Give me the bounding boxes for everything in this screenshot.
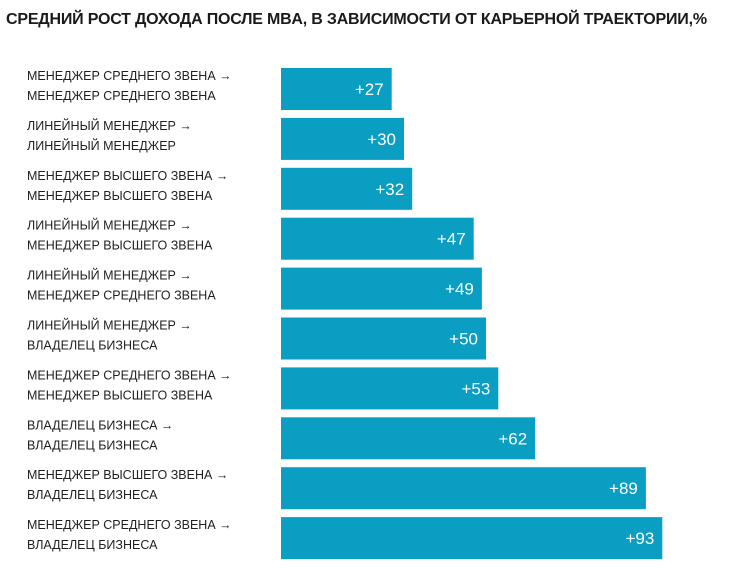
data-label-6: +50: [449, 330, 478, 349]
category-label-5-line-1: ЛИНЕЙНЫЙ МЕНЕДЖЕР →: [27, 268, 192, 283]
category-label-7-line-2: МЕНЕДЖЕР ВЫСШЕГО ЗВЕНА: [27, 388, 213, 402]
bar-group-9: +89 МЕНЕДЖЕР ВЫСШЕГО ЗВЕНА → ВЛАДЕЛЕЦ БИЗН…: [27, 467, 646, 510]
bar-4: [281, 217, 474, 260]
category-label-4-line-1: ЛИНЕЙНЫЙ МЕНЕДЖЕР →: [27, 218, 192, 233]
bar-9: [281, 467, 646, 510]
category-label-9-line-2: ВЛАДЕЛЕЦ БИЗНЕСА: [27, 488, 158, 502]
bar-group-3: +32 МЕНЕДЖЕР ВЫСШЕГО ЗВЕНА → МЕНЕДЖЕР ВЫСШ…: [27, 167, 413, 210]
category-label-6-line-1: ЛИНЕЙНЫЙ МЕНЕДЖЕР →: [27, 318, 192, 333]
category-label-2-line-2: ЛИНЕЙНЫЙ МЕНЕДЖЕР: [27, 138, 176, 153]
bar-7: [281, 367, 499, 410]
category-label-4-line-2: МЕНЕДЖЕР ВЫСШЕГО ЗВЕНА: [27, 239, 213, 253]
data-label-7: +53: [461, 379, 490, 398]
data-label-3: +32: [375, 180, 404, 199]
data-label-2: +30: [367, 130, 396, 149]
bar-10: [281, 517, 663, 560]
category-label-7-line-1: МЕНЕДЖЕР СРЕДНЕГО ЗВЕНА →: [27, 368, 232, 382]
category-label-2-line-1: ЛИНЕЙНЫЙ МЕНЕДЖЕР →: [27, 118, 192, 133]
category-label-3-line-2: МЕНЕДЖЕР ВЫСШЕГО ЗВЕНА: [27, 189, 213, 203]
category-label-10-line-2: ВЛАДЕЛЕЦ БИЗНЕСА: [27, 538, 158, 552]
bar-group-10: +93 МЕНЕДЖЕР СРЕДНЕГО ЗВЕНА → ВЛАДЕЛЕЦ БИЗ…: [27, 517, 663, 560]
bar-group-7: +53 МЕНЕДЖЕР СРЕДНЕГО ЗВЕНА → МЕНЕДЖЕР ВЫС…: [27, 367, 499, 410]
chart-title: СРЕДНИЙ РОСТ ДОХОДА ПОСЛЕ MBA, В ЗАВИСИМ…: [6, 11, 707, 28]
bar-5: [281, 267, 482, 310]
category-label-1-line-1: МЕНЕДЖЕР СРЕДНЕГО ЗВЕНА →: [27, 69, 232, 83]
data-label-4: +47: [437, 230, 466, 249]
category-label-9-line-1: МЕНЕДЖЕР ВЫСШЕГО ЗВЕНА →: [27, 468, 228, 482]
category-label-3-line-1: МЕНЕДЖЕР ВЫСШЕГО ЗВЕНА →: [27, 169, 228, 183]
data-label-5: +49: [445, 280, 474, 299]
data-label-8: +62: [498, 429, 527, 448]
category-label-8-line-2: ВЛАДЕЛЕЦ БИЗНЕСА: [27, 438, 158, 452]
bar-3: [281, 167, 413, 210]
data-label-1: +27: [355, 80, 384, 99]
bar-group-4: +47 ЛИНЕЙНЫЙ МЕНЕДЖЕР → МЕНЕДЖЕР ВЫСШЕГО З…: [27, 217, 474, 260]
bar-6: [281, 317, 486, 360]
bar-2: [281, 117, 404, 160]
category-label-6-line-2: ВЛАДЕЛЕЦ БИЗНЕСА: [27, 339, 158, 353]
bar-group-5: +49 ЛИНЕЙНЫЙ МЕНЕДЖЕР → МЕНЕДЖЕР СРЕДНЕГО …: [27, 267, 482, 310]
bar-group-8: +62 ВЛАДЕЛЕЦ БИЗНЕСА → ВЛАДЕЛЕЦ БИЗНЕСА: [27, 417, 536, 460]
category-label-5-line-2: МЕНЕДЖЕР СРЕДНЕГО ЗВЕНА: [27, 289, 216, 303]
data-label-10: +93: [625, 529, 654, 548]
bar-1: [281, 68, 392, 110]
category-label-10-line-1: МЕНЕДЖЕР СРЕДНЕГО ЗВЕНА →: [27, 518, 232, 532]
bar-group-6: +50 ЛИНЕЙНЫЙ МЕНЕДЖЕР → ВЛАДЕЛЕЦ БИЗНЕСА: [27, 317, 486, 360]
bar-group-1: +27 МЕНЕДЖЕР СРЕДНЕГО ЗВЕНА → МЕНЕДЖЕР СРЕ…: [27, 68, 392, 110]
category-label-1-line-2: МЕНЕДЖЕР СРЕДНЕГО ЗВЕНА: [27, 89, 216, 103]
bar-8: [281, 417, 536, 460]
bar-group-2: +30 ЛИНЕЙНЫЙ МЕНЕДЖЕР → ЛИНЕЙНЫЙ МЕНЕДЖЕР: [27, 118, 404, 160]
category-label-8-line-1: ВЛАДЕЛЕЦ БИЗНЕСА →: [27, 418, 173, 432]
data-label-9: +89: [609, 479, 638, 498]
